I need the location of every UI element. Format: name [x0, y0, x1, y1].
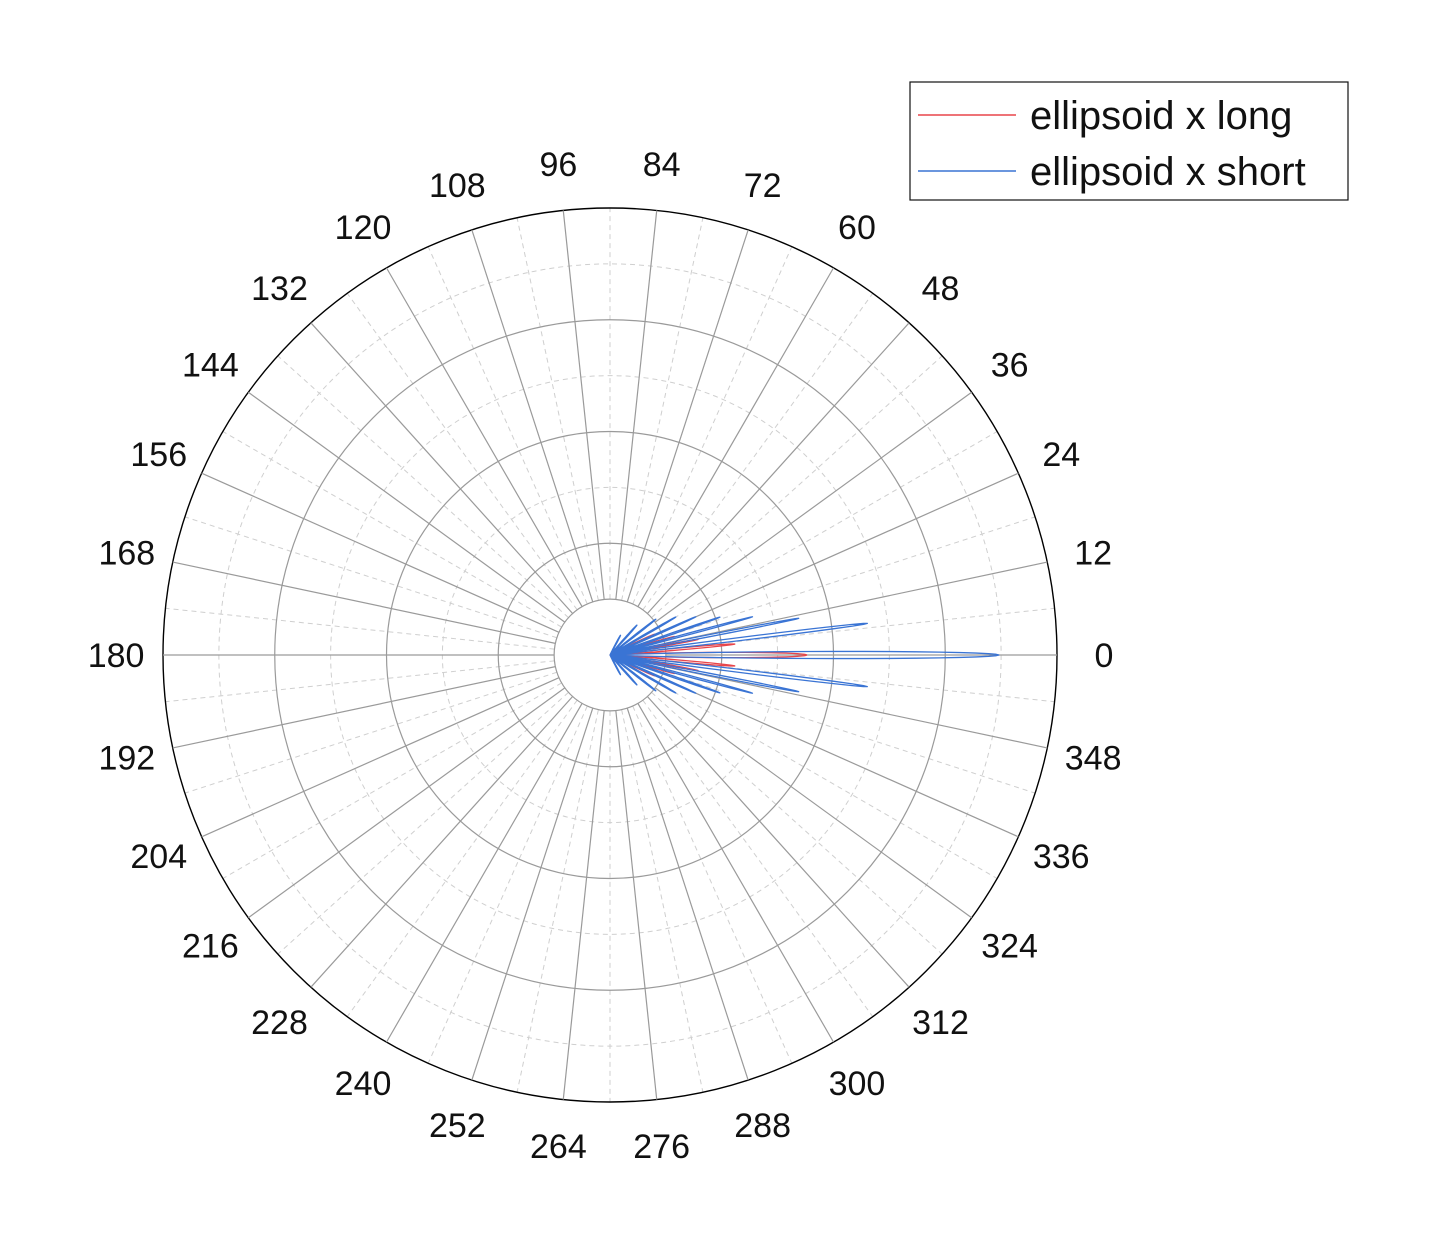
- minor-spoke-126: [346, 293, 578, 611]
- major-spoke-240: [385, 703, 583, 1043]
- tick-label-192: 192: [98, 740, 155, 778]
- polar-grid: [162, 207, 1058, 1103]
- minor-spoke-114: [427, 246, 588, 605]
- major-spoke-288: [626, 707, 749, 1081]
- minor-spoke-234: [346, 699, 578, 1017]
- tick-label-96: 96: [539, 146, 577, 184]
- major-spoke-72: [626, 229, 749, 603]
- tick-label-312: 312: [912, 1004, 969, 1042]
- major-spoke-36: [654, 391, 972, 623]
- legend: ellipsoid x long ellipsoid x short: [909, 81, 1349, 201]
- minor-spoke-138: [277, 355, 569, 618]
- minor-spoke-30: [658, 431, 998, 628]
- minor-spoke-330: [658, 682, 998, 879]
- major-spoke-336: [660, 677, 1019, 838]
- major-spoke-120: [385, 267, 583, 607]
- minor-spoke-318: [651, 692, 943, 955]
- minor-spoke-54: [642, 293, 874, 611]
- tick-label-348: 348: [1065, 740, 1122, 778]
- minor-spoke-294: [632, 705, 793, 1064]
- plot-series: [609, 616, 1000, 694]
- minor-spoke-342: [662, 671, 1036, 794]
- tick-label-336: 336: [1033, 838, 1090, 876]
- legend-box: [909, 81, 1349, 201]
- major-spoke-324: [654, 687, 972, 919]
- tick-label-60: 60: [838, 209, 876, 247]
- major-spoke-312: [646, 696, 910, 988]
- tick-label-300: 300: [829, 1065, 886, 1103]
- minor-spoke-306: [642, 699, 874, 1017]
- minor-spoke-162: [184, 516, 558, 639]
- tick-label-72: 72: [744, 167, 782, 205]
- tick-label-252: 252: [429, 1107, 486, 1145]
- tick-label-24: 24: [1042, 436, 1080, 474]
- major-spoke-228: [310, 696, 574, 988]
- tick-label-108: 108: [429, 167, 486, 205]
- tick-label-240: 240: [335, 1065, 392, 1103]
- tick-label-216: 216: [182, 927, 239, 965]
- tick-label-48: 48: [922, 270, 960, 308]
- major-spoke-24: [660, 472, 1019, 633]
- minor-spoke-198: [184, 671, 558, 794]
- major-spoke-204: [201, 677, 560, 838]
- major-spoke-276: [615, 710, 658, 1100]
- minor-spoke-282: [621, 709, 704, 1093]
- minor-spoke-102: [516, 217, 599, 601]
- tick-label-132: 132: [251, 270, 308, 308]
- tick-label-264: 264: [530, 1128, 587, 1166]
- major-spoke-300: [637, 703, 835, 1043]
- series-line-1: [609, 616, 1000, 694]
- major-spoke-192: [172, 666, 556, 749]
- major-spoke-108: [471, 229, 594, 603]
- legend-label-1: ellipsoid x short: [1030, 150, 1306, 194]
- minor-spoke-174: [165, 607, 555, 650]
- major-spoke-252: [471, 707, 594, 1081]
- tick-label-156: 156: [130, 436, 187, 474]
- tick-label-228: 228: [251, 1004, 308, 1042]
- minor-spoke-42: [651, 355, 943, 618]
- major-spoke-12: [664, 561, 1048, 644]
- major-spoke-144: [248, 391, 566, 623]
- major-spoke-348: [664, 666, 1048, 749]
- minor-spoke-186: [165, 660, 555, 703]
- tick-label-168: 168: [98, 534, 155, 572]
- tick-label-324: 324: [981, 927, 1038, 965]
- minor-spoke-66: [632, 246, 793, 605]
- major-spoke-60: [637, 267, 835, 607]
- minor-spoke-258: [516, 709, 599, 1093]
- major-spoke-216: [248, 687, 566, 919]
- tick-label-120: 120: [335, 209, 392, 247]
- tick-label-204: 204: [130, 838, 187, 876]
- tick-label-0: 0: [1094, 637, 1113, 675]
- tick-label-288: 288: [734, 1107, 791, 1145]
- minor-spoke-18: [662, 516, 1036, 639]
- major-spoke-264: [562, 710, 605, 1100]
- tick-label-12: 12: [1074, 534, 1112, 572]
- tick-label-84: 84: [643, 146, 681, 184]
- tick-label-144: 144: [182, 347, 239, 385]
- major-spoke-156: [201, 472, 560, 633]
- legend-label-0: ellipsoid x long: [1030, 94, 1292, 138]
- tick-label-36: 36: [991, 347, 1029, 385]
- minor-spoke-210: [222, 682, 562, 879]
- minor-spoke-150: [222, 431, 562, 628]
- major-spoke-96: [562, 210, 605, 600]
- minor-spoke-78: [621, 217, 704, 601]
- tick-label-276: 276: [633, 1128, 690, 1166]
- angular-tick-labels: 0 12 24 36 48 60 72 84 96 108 120 132 144 156 168 180 19…: [88, 146, 1122, 1166]
- major-spoke-84: [615, 210, 658, 600]
- major-spoke-48: [646, 322, 910, 614]
- minor-spoke-222: [277, 692, 569, 955]
- major-spoke-132: [310, 322, 574, 614]
- major-spoke-168: [172, 561, 556, 644]
- tick-label-180: 180: [88, 637, 145, 675]
- minor-spoke-246: [427, 705, 588, 1064]
